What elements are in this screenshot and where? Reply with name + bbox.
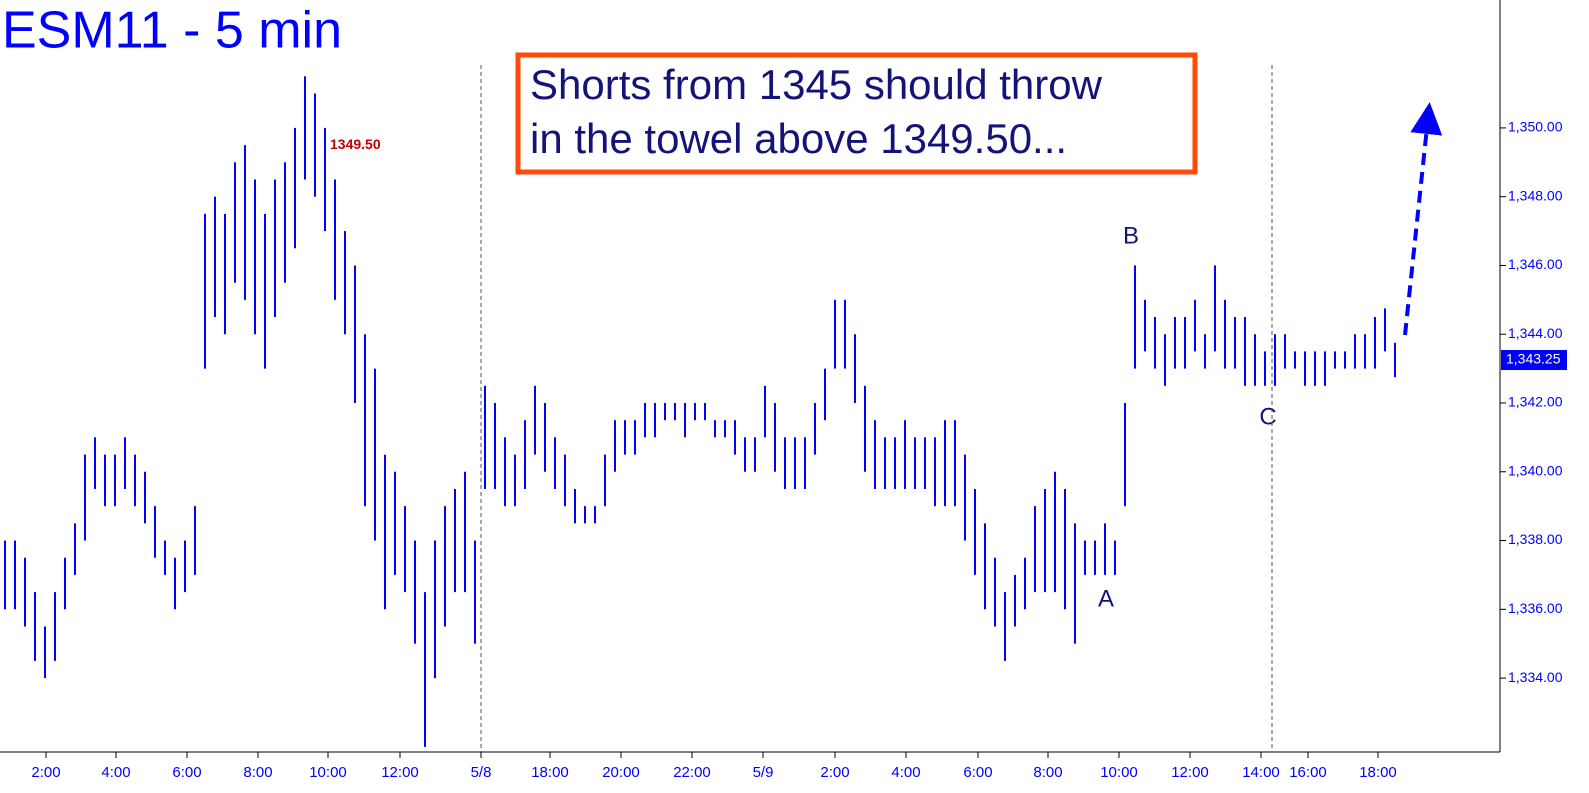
chart-title: ESM11 - 5 min bbox=[2, 2, 342, 60]
callout-box bbox=[515, 52, 1198, 175]
y-tick-label: 1,346.00 bbox=[1508, 256, 1563, 272]
y-tick-label: 1,348.00 bbox=[1508, 187, 1563, 203]
last-price-box bbox=[1501, 350, 1567, 371]
x-tick-label: 5/8 bbox=[471, 764, 492, 781]
x-tick-label: 18:00 bbox=[1359, 764, 1397, 781]
projection-arrow bbox=[1403, 102, 1443, 336]
x-tick-label: 4:00 bbox=[101, 764, 130, 781]
y-tick-label: 1,350.00 bbox=[1508, 119, 1563, 135]
x-tick-label: 8:00 bbox=[243, 764, 272, 781]
y-tick-label: 1,336.00 bbox=[1508, 600, 1563, 616]
x-tick-label: 5/9 bbox=[753, 764, 774, 781]
x-tick-label: 10:00 bbox=[1100, 764, 1138, 781]
x-tick-label: 14:00 bbox=[1242, 764, 1280, 781]
wave-label: C bbox=[1259, 403, 1276, 430]
y-tick-label: 1,338.00 bbox=[1508, 531, 1563, 547]
x-tick-label: 10:00 bbox=[309, 764, 347, 781]
wave-label: A bbox=[1098, 585, 1114, 612]
y-tick-label: 1,344.00 bbox=[1508, 325, 1563, 341]
callout-line: Shorts from 1345 should throw bbox=[530, 61, 1103, 108]
y-tick-label: 1,334.00 bbox=[1508, 669, 1563, 685]
x-tick-label: 6:00 bbox=[963, 764, 992, 781]
y-tick-label: 1,340.00 bbox=[1508, 462, 1563, 478]
x-tick-label: 2:00 bbox=[31, 764, 60, 781]
x-tick-label: 20:00 bbox=[602, 764, 640, 781]
x-tick-label: 6:00 bbox=[172, 764, 201, 781]
x-tick-label: 22:00 bbox=[673, 764, 711, 781]
x-tick-label: 12:00 bbox=[1171, 764, 1209, 781]
callout-line: in the towel above 1349.50... bbox=[530, 115, 1067, 162]
x-tick-label: 2:00 bbox=[820, 764, 849, 781]
x-tick-label: 8:00 bbox=[1033, 764, 1062, 781]
x-tick-label: 12:00 bbox=[381, 764, 419, 781]
y-tick-label: 1,342.00 bbox=[1508, 394, 1563, 410]
wave-label: B bbox=[1123, 222, 1139, 249]
x-tick-label: 18:00 bbox=[531, 764, 569, 781]
x-tick-label: 4:00 bbox=[891, 764, 920, 781]
price-label: 1349.50 bbox=[330, 136, 381, 152]
x-tick-label: 16:00 bbox=[1289, 764, 1327, 781]
last-price-label: 1,343.25 bbox=[1506, 351, 1561, 367]
